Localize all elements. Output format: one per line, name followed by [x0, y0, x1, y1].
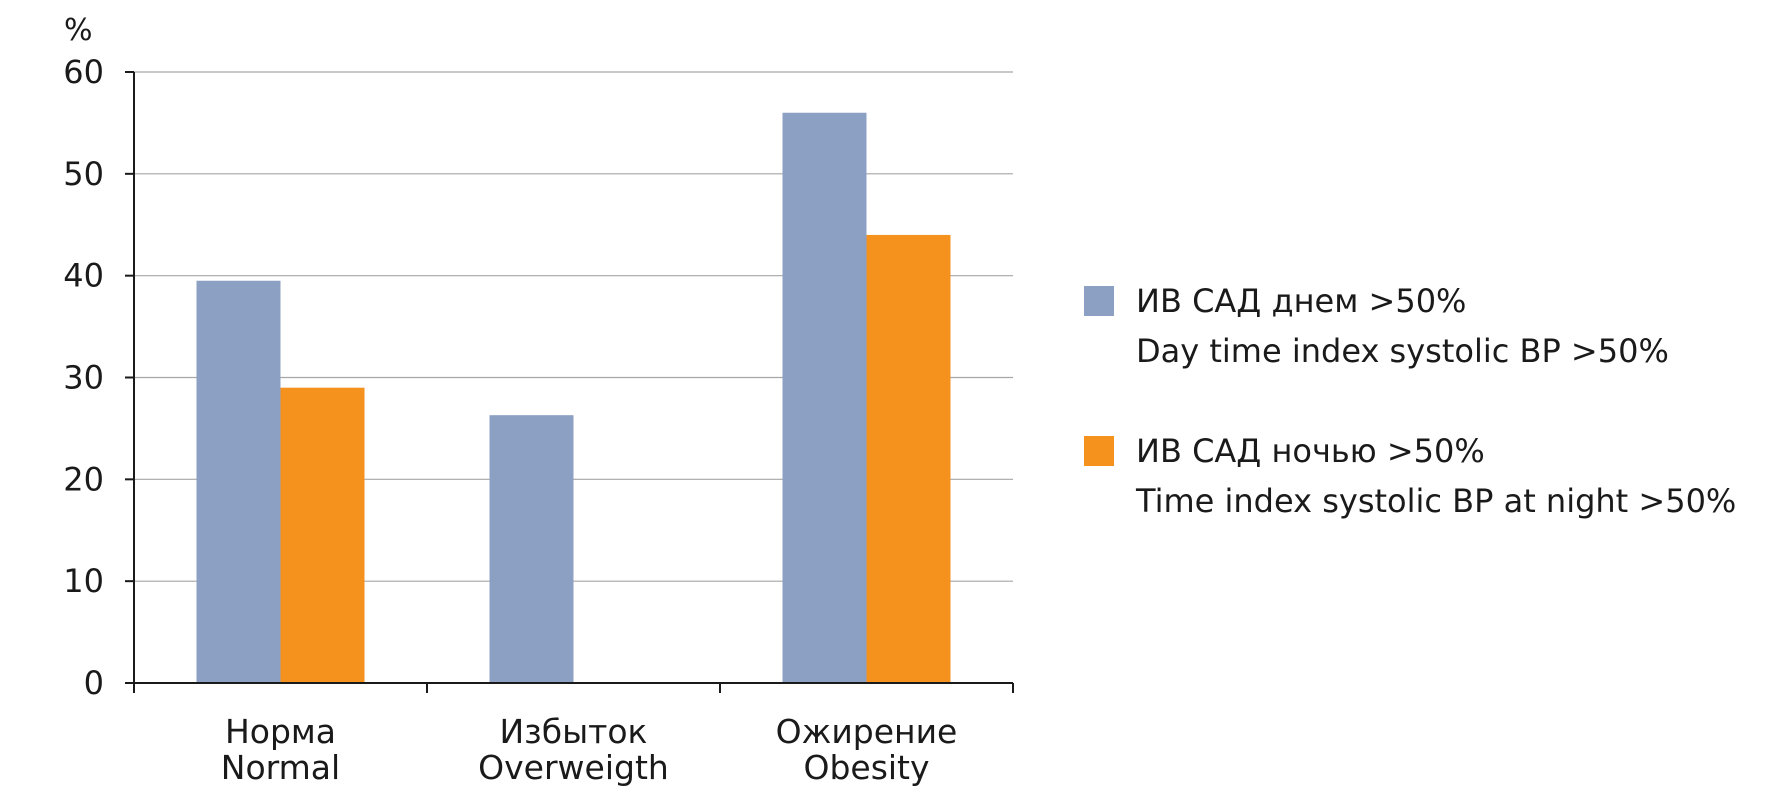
y-axis-unit-label: %	[64, 13, 93, 48]
bars	[196, 112, 951, 683]
category-label: Норма	[225, 712, 336, 751]
y-tick-label: 0	[84, 664, 104, 702]
bar	[280, 387, 365, 683]
bar	[489, 415, 574, 683]
y-tick-label: 50	[63, 155, 104, 193]
legend-label: Day time index systolic BP >50%	[1136, 332, 1669, 370]
category-label: Избыток	[500, 712, 648, 751]
bar	[196, 280, 281, 683]
legend-swatch	[1084, 436, 1114, 466]
y-tick-labels: 0 10 20 30 40 50 60	[63, 53, 104, 702]
category-label: Overweigth	[478, 748, 669, 787]
y-tick-label: 40	[63, 257, 104, 295]
y-tick-label: 20	[63, 460, 104, 498]
y-tick-label: 60	[63, 53, 104, 91]
bar	[782, 112, 867, 683]
legend: ИВ САД днем >50% Day time index systolic …	[1084, 282, 1736, 520]
legend-label: ИВ САД ночью >50%	[1136, 432, 1485, 470]
category-label: Normal	[221, 748, 340, 787]
legend-label: ИВ САД днем >50%	[1136, 282, 1466, 320]
legend-label: Time index systolic BP at night >50%	[1135, 482, 1736, 520]
legend-swatch	[1084, 286, 1114, 316]
category-label: Ожирение	[776, 712, 958, 751]
category-label: Obesity	[803, 748, 929, 787]
bar	[866, 234, 951, 683]
y-tick-label: 10	[63, 562, 104, 600]
y-tick-label: 30	[63, 359, 104, 397]
axes	[125, 71, 1014, 693]
